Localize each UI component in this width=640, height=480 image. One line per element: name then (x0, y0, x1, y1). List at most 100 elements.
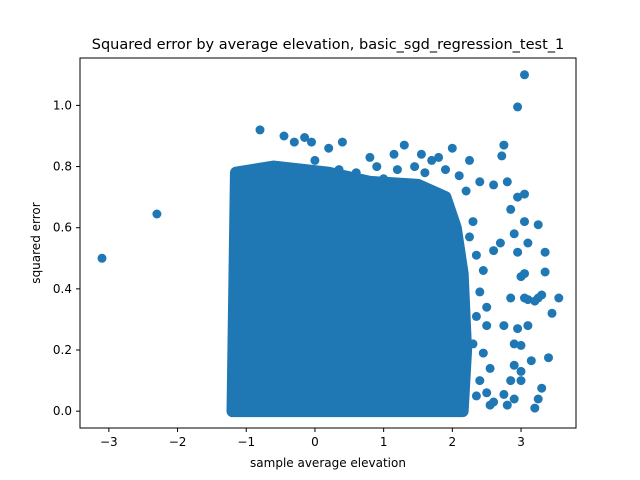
data-point (499, 321, 509, 331)
data-point (499, 389, 509, 399)
data-point (97, 253, 107, 263)
data-point (502, 177, 512, 187)
data-point (516, 340, 526, 350)
data-point (495, 238, 505, 248)
x-tick-label: −2 (169, 435, 187, 449)
x-axis-label: sample average elevation (250, 456, 406, 470)
data-point (351, 168, 361, 178)
data-point (392, 165, 402, 175)
data-point (547, 308, 557, 318)
data-point (482, 321, 492, 331)
data-point (530, 403, 540, 413)
data-point (513, 192, 523, 202)
data-point (523, 321, 533, 331)
x-axis-ticks: −3 −2 −1 0 1 2 3 (100, 428, 525, 449)
data-point (465, 155, 474, 165)
data-point (485, 363, 495, 373)
x-tick-label: −3 (100, 435, 118, 449)
data-point (520, 70, 529, 80)
data-point (513, 247, 523, 257)
data-point (485, 400, 495, 410)
data-point (420, 168, 430, 178)
data-point (513, 324, 523, 334)
data-point (475, 376, 485, 386)
data-point (478, 266, 488, 275)
data-point (509, 229, 519, 239)
data-point (533, 394, 543, 404)
data-point (337, 137, 347, 147)
data-point (310, 155, 320, 165)
data-point (523, 295, 533, 305)
data-point (399, 140, 409, 150)
y-tick-label: 0.2 (53, 343, 72, 357)
data-point (454, 171, 464, 181)
data-point (509, 394, 519, 404)
dense-region (226, 160, 473, 418)
data-point (334, 165, 344, 175)
y-tick-label: 0.8 (53, 160, 72, 174)
x-tick-label: 0 (311, 435, 319, 449)
data-point (540, 267, 550, 277)
data-point (324, 143, 334, 153)
data-points (97, 70, 564, 413)
data-point (520, 269, 529, 279)
data-point (506, 293, 516, 303)
axes-frame (79, 57, 577, 429)
data-point (520, 189, 529, 199)
chart-title: Squared error by average elevation, basi… (92, 37, 564, 53)
data-point (523, 238, 533, 248)
data-point (447, 143, 457, 153)
data-point (513, 102, 523, 112)
dense-point-cloud (226, 160, 473, 418)
data-point (416, 149, 426, 159)
data-point (410, 162, 420, 172)
data-point (471, 250, 481, 260)
data-point (279, 131, 289, 141)
data-point (506, 376, 516, 386)
data-point (471, 311, 481, 321)
data-point (434, 152, 444, 162)
data-point (520, 217, 529, 227)
x-tick-label: 3 (517, 435, 525, 449)
data-point (526, 356, 536, 366)
x-tick-label: −1 (237, 435, 255, 449)
data-point (475, 177, 485, 187)
data-point (489, 180, 499, 190)
data-point (372, 162, 382, 172)
data-point (468, 217, 478, 227)
data-point (530, 296, 540, 306)
x-tick-label: 1 (380, 435, 388, 449)
data-point (506, 204, 516, 214)
y-tick-label: 0.4 (53, 282, 72, 296)
data-point (471, 391, 481, 401)
data-point (516, 366, 526, 376)
x-tick-label: 2 (449, 435, 457, 449)
data-point (509, 339, 519, 349)
data-point (502, 400, 512, 410)
data-point (379, 174, 389, 184)
data-point (554, 293, 564, 303)
data-point (482, 388, 492, 398)
data-point (307, 137, 316, 147)
data-point (461, 186, 471, 196)
y-axis-label: squared error (29, 202, 43, 283)
data-point (152, 209, 162, 219)
y-tick-label: 0.0 (53, 404, 72, 418)
data-point (427, 155, 437, 165)
data-point (255, 125, 265, 135)
data-point (544, 353, 553, 363)
data-point (489, 246, 499, 256)
data-point (499, 140, 509, 150)
data-point (300, 133, 310, 142)
y-tick-label: 1.0 (53, 98, 72, 112)
data-point (533, 220, 543, 230)
data-point (540, 247, 550, 257)
data-point (537, 290, 547, 300)
data-point (509, 360, 519, 370)
data-point (478, 348, 488, 358)
data-point (475, 287, 485, 297)
data-point (441, 165, 450, 175)
data-point (468, 339, 478, 349)
data-point (465, 232, 474, 242)
